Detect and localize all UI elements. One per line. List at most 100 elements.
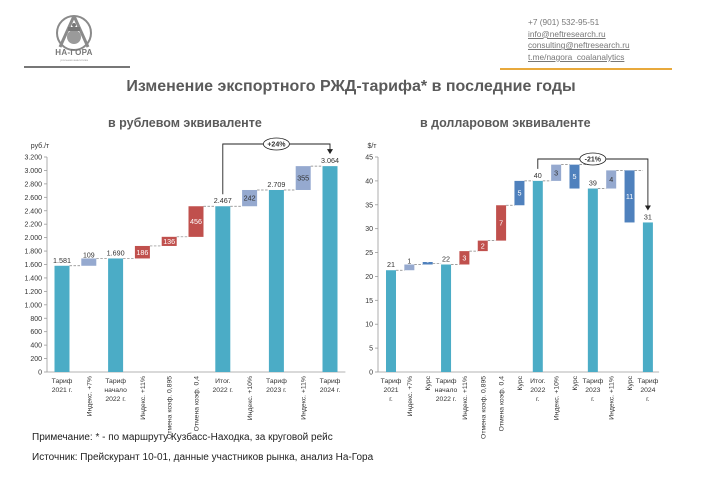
delta-value-label: 456 xyxy=(190,217,202,226)
y-tick-label: 40 xyxy=(365,178,373,185)
total-bar xyxy=(386,270,396,372)
y-tick-label: 25 xyxy=(365,250,373,257)
y-tick-label: 2.200 xyxy=(24,222,42,229)
category-label: Итог. 2022 г. xyxy=(213,378,234,394)
chart-usd-plot: Тариф 2021 г. Индекс. +7% Курс Тариф начало 202… xyxy=(375,152,660,439)
change-badge-label: -21% xyxy=(585,157,602,164)
page-title: Изменение экспортного РЖД-тарифа* в посл… xyxy=(126,78,576,95)
category-label: Индекс. +10% xyxy=(247,376,254,420)
delta-value-label: 3 xyxy=(462,253,466,262)
total-bar xyxy=(441,264,452,372)
category-label: Индекс. +11% xyxy=(609,376,616,420)
delta-bar xyxy=(624,170,635,223)
category-label: Отмена коэф. 0,4 xyxy=(499,376,506,432)
total-value-label: 21 xyxy=(387,260,395,269)
delta-bar xyxy=(404,264,415,271)
category-label: Отмена коэф. 0,895 xyxy=(167,376,174,439)
category-label: Курс xyxy=(627,375,634,390)
total-bar xyxy=(54,265,70,372)
category-label: Тариф 2024 г. xyxy=(638,378,659,403)
delta-bar xyxy=(477,240,488,252)
delta-value-label: 11 xyxy=(626,192,633,201)
header-divider xyxy=(24,66,130,68)
contact-telegram[interactable]: t.me/nagora_coalanalytics xyxy=(528,51,625,62)
delta-bar xyxy=(551,164,562,181)
y-tick-label: 1.200 xyxy=(24,289,42,296)
delta-bar xyxy=(514,180,525,206)
delta-value-label: 136 xyxy=(163,237,175,246)
delta-bar xyxy=(134,245,150,259)
category-label: Курс xyxy=(517,375,524,390)
total-value-label: 40 xyxy=(534,171,542,180)
y-axis-label: руб./т xyxy=(31,142,50,150)
total-value-label: 2.709 xyxy=(267,180,285,189)
accent-divider xyxy=(500,68,672,70)
category-label: Индекс. +10% xyxy=(554,376,561,420)
delta-bar xyxy=(606,170,617,189)
total-bar xyxy=(587,188,598,372)
category-label: Тариф начало 2022 г. xyxy=(435,378,458,403)
y-tick-label: 600 xyxy=(30,329,42,336)
contact-email-consulting[interactable]: consulting@neftresearch.ru xyxy=(528,40,630,51)
y-tick-label: 30 xyxy=(365,226,373,233)
category-label: Индекс. +11% xyxy=(140,376,147,420)
category-label: Курс xyxy=(425,375,432,390)
delta-value-label: 5 xyxy=(517,189,521,198)
delta-value-label: 1 xyxy=(407,259,411,266)
y-tick-label: 200 xyxy=(30,356,42,363)
y-tick-label: 1.400 xyxy=(24,275,42,282)
category-label: Тариф 2021 г. xyxy=(52,378,73,394)
arrow-head-icon xyxy=(327,149,333,155)
y-tick-label: 3.000 xyxy=(24,168,42,175)
category-label: Отмена коэф. 0,895 xyxy=(480,376,487,439)
delta-bar xyxy=(496,205,507,241)
y-tick-label: 3.200 xyxy=(24,155,42,162)
category-label: Тариф 2024 г. xyxy=(320,378,341,394)
delta-value-label: 3 xyxy=(554,168,558,177)
footnote-source: Источник: Прейскурант 10-01, данные учас… xyxy=(32,452,374,463)
total-value-label: 3.064 xyxy=(321,156,339,165)
contact-email-info[interactable]: info@neftresearch.ru xyxy=(528,28,606,39)
delta-bar xyxy=(242,189,258,207)
contacts-block: +7 (901) 532-95-51 info@neftresearch.ru … xyxy=(528,17,630,63)
total-value-label: 22 xyxy=(442,255,450,264)
total-bar xyxy=(268,189,284,372)
y-tick-label: 1.000 xyxy=(24,302,42,309)
delta-value-label: 242 xyxy=(244,194,256,203)
change-badge xyxy=(262,137,290,151)
delta-bar xyxy=(422,262,433,265)
y-tick-label: 35 xyxy=(365,202,373,209)
category-label: Отмена коэф. 0,4 xyxy=(194,376,201,432)
y-tick-label: 10 xyxy=(365,322,373,329)
delta-bar xyxy=(569,164,580,189)
total-bar xyxy=(108,258,124,372)
category-label: Итог. 2022 г. xyxy=(530,378,545,403)
category-label: Тариф 2021 г. xyxy=(381,378,402,403)
delta-value-label: 2 xyxy=(481,241,485,250)
category-label: Индекс. +7% xyxy=(407,376,414,416)
chart-usd-title: в долларовом эквиваленте xyxy=(420,116,591,130)
y-tick-label: 2.400 xyxy=(24,208,42,215)
delta-value-label: 7 xyxy=(499,219,503,228)
footnote-note: Примечание: * - по маршруту Кузбасс-Нахо… xyxy=(32,432,333,443)
delta-value-label: 186 xyxy=(136,248,148,257)
delta-bar xyxy=(459,251,470,265)
total-value-label: 2.467 xyxy=(214,196,232,205)
y-tick-label: 15 xyxy=(365,298,373,305)
change-badge xyxy=(579,152,607,166)
category-label: Тариф 2023 г. xyxy=(582,378,603,403)
y-tick-label: 20 xyxy=(365,274,373,281)
category-label: Курс xyxy=(572,375,579,390)
y-axis-label: $/т xyxy=(367,143,377,150)
category-label: Индекс. +11% xyxy=(462,376,469,420)
y-tick-label: 45 xyxy=(365,155,373,162)
y-tick-label: 2.600 xyxy=(24,195,42,202)
y-tick-label: 0 xyxy=(38,370,42,377)
total-bar xyxy=(322,166,338,372)
delta-bar xyxy=(161,236,177,246)
y-tick-label: 1.800 xyxy=(24,249,42,256)
total-bar xyxy=(215,206,231,372)
total-value-label: 31 xyxy=(644,212,652,221)
delta-value-label: 5 xyxy=(573,172,577,181)
